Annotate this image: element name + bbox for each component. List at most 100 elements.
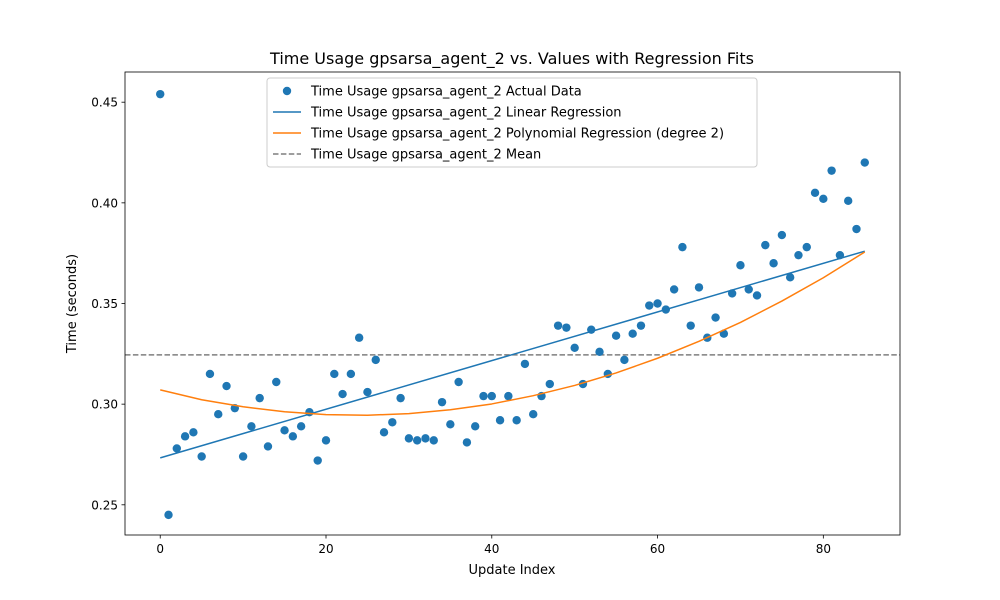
data-point <box>222 381 231 391</box>
data-point <box>744 285 753 294</box>
x-tick-label: 0 <box>156 542 164 556</box>
data-point <box>313 456 322 465</box>
legend-label: Time Usage gpsarsa_agent_2 Linear Regres… <box>310 106 622 121</box>
data-point <box>545 379 554 389</box>
data-point <box>189 428 198 437</box>
data-point <box>214 410 223 419</box>
data-point <box>454 377 463 387</box>
legend-label: Time Usage gpsarsa_agent_2 Actual Data <box>310 85 582 100</box>
legend-box <box>266 77 758 168</box>
data-point <box>504 391 513 401</box>
data-point <box>255 393 264 403</box>
data-point <box>620 355 629 365</box>
y-tick-label: 0.35 <box>91 297 118 311</box>
data-point <box>205 369 215 379</box>
data-point <box>562 323 571 332</box>
data-point <box>437 397 447 407</box>
x-axis-label: Update Index <box>468 563 555 578</box>
y-axis-label: Time (seconds) <box>65 254 80 354</box>
data-point <box>628 329 637 338</box>
data-point <box>512 416 521 425</box>
data-point <box>636 321 646 330</box>
data-point <box>553 321 563 330</box>
data-point <box>769 259 778 268</box>
data-point <box>852 224 861 234</box>
data-point <box>156 89 165 99</box>
data-point <box>843 196 853 206</box>
data-point <box>611 331 621 340</box>
data-point <box>321 436 331 445</box>
data-point <box>379 428 389 437</box>
data-point <box>280 426 289 435</box>
data-point <box>172 444 182 453</box>
data-point <box>860 158 869 167</box>
data-point <box>819 194 828 204</box>
x-tick-label: 60 <box>650 542 665 556</box>
data-point <box>164 510 173 520</box>
data-point <box>686 321 695 330</box>
data-point <box>487 391 496 401</box>
polynomial-regression-line <box>160 251 866 416</box>
x-tick-label: 80 <box>816 542 831 556</box>
data-point <box>346 369 356 379</box>
data-point <box>247 422 256 431</box>
data-point <box>678 242 687 252</box>
y-tick-label: 0.30 <box>91 398 118 412</box>
data-point <box>363 387 372 397</box>
data-point <box>197 452 206 461</box>
data-point <box>520 359 530 369</box>
data-point <box>238 452 248 461</box>
x-tick-label: 20 <box>318 542 333 556</box>
legend-marker-actual <box>282 86 292 96</box>
legend-label: Time Usage gpsarsa_agent_2 Mean <box>310 148 541 163</box>
legend-label: Time Usage gpsarsa_agent_2 Polynomial Re… <box>310 127 724 142</box>
data-point <box>761 240 770 250</box>
y-tick-label: 0.25 <box>91 498 118 512</box>
data-point <box>288 432 298 441</box>
data-point <box>785 273 795 282</box>
y-tick-label: 0.40 <box>91 196 118 210</box>
data-point <box>752 291 762 300</box>
data-point <box>412 436 422 445</box>
data-point <box>694 283 704 292</box>
data-point <box>296 422 306 431</box>
data-point <box>421 434 430 443</box>
data-point <box>810 188 820 197</box>
data-point <box>802 242 811 252</box>
data-point <box>711 313 720 322</box>
data-point <box>495 416 505 425</box>
x-tick-label: 40 <box>484 542 499 556</box>
data-point <box>396 393 405 403</box>
data-point <box>794 250 803 260</box>
linear-regression-line <box>160 250 865 459</box>
data-point <box>180 432 190 441</box>
legend: Time Usage gpsarsa_agent_2 Actual Data Ti… <box>266 77 758 168</box>
data-point <box>462 438 472 447</box>
y-tick-label: 0.45 <box>91 96 118 110</box>
chart-title: Time Usage gpsarsa_agent_2 vs. Values wi… <box>269 49 754 69</box>
data-point <box>263 442 273 451</box>
data-point <box>570 343 579 352</box>
data-point <box>354 333 364 342</box>
data-point <box>330 369 339 379</box>
data-point <box>736 261 745 270</box>
data-point <box>388 418 397 427</box>
data-point <box>471 422 480 431</box>
data-point <box>404 434 414 443</box>
data-point <box>338 389 347 399</box>
data-point <box>777 230 787 240</box>
data-point <box>479 391 488 401</box>
plot-marks <box>125 89 900 520</box>
data-point <box>529 410 538 419</box>
data-point <box>429 436 438 445</box>
data-point <box>272 377 281 387</box>
data-point <box>653 299 662 308</box>
data-point <box>669 285 679 294</box>
axes: 0 20 40 60 80 0.25 0.30 0.35 0.40 0.45 <box>91 71 901 556</box>
data-point <box>371 355 380 365</box>
data-point <box>595 347 604 357</box>
data-point <box>827 166 836 175</box>
data-point <box>446 420 455 429</box>
data-point <box>645 301 654 310</box>
